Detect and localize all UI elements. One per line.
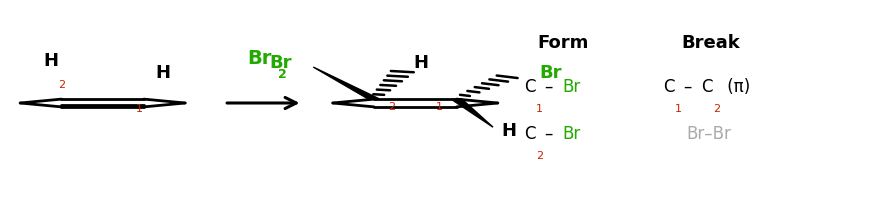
Text: Break: Break <box>681 34 740 52</box>
Text: 2: 2 <box>536 151 543 161</box>
Text: Br: Br <box>269 54 292 72</box>
Text: Form: Form <box>538 34 588 52</box>
Text: H: H <box>156 64 170 82</box>
Text: 2: 2 <box>388 102 395 112</box>
Text: H: H <box>501 122 517 140</box>
Text: C: C <box>662 78 675 96</box>
Text: –: – <box>683 78 692 96</box>
Text: Br: Br <box>562 125 580 143</box>
Text: 1: 1 <box>435 102 442 112</box>
Text: C: C <box>524 78 536 96</box>
Text: 2: 2 <box>58 80 65 90</box>
Text: (π): (π) <box>722 78 750 96</box>
Text: C: C <box>524 125 536 143</box>
Text: Br: Br <box>539 64 562 82</box>
Text: C: C <box>701 78 712 96</box>
Polygon shape <box>452 99 493 127</box>
Polygon shape <box>313 67 378 99</box>
Text: H: H <box>44 52 59 70</box>
Text: 2: 2 <box>278 68 287 81</box>
Text: –: – <box>545 125 553 143</box>
Text: 2: 2 <box>713 104 720 114</box>
Text: 1: 1 <box>536 104 543 114</box>
Text: 1: 1 <box>675 104 682 114</box>
Text: Br: Br <box>247 49 272 68</box>
Text: Br–Br: Br–Br <box>686 125 732 143</box>
Text: –: – <box>545 78 553 96</box>
Text: 1: 1 <box>136 104 143 114</box>
Text: H: H <box>413 54 428 72</box>
Text: Br: Br <box>562 78 580 96</box>
